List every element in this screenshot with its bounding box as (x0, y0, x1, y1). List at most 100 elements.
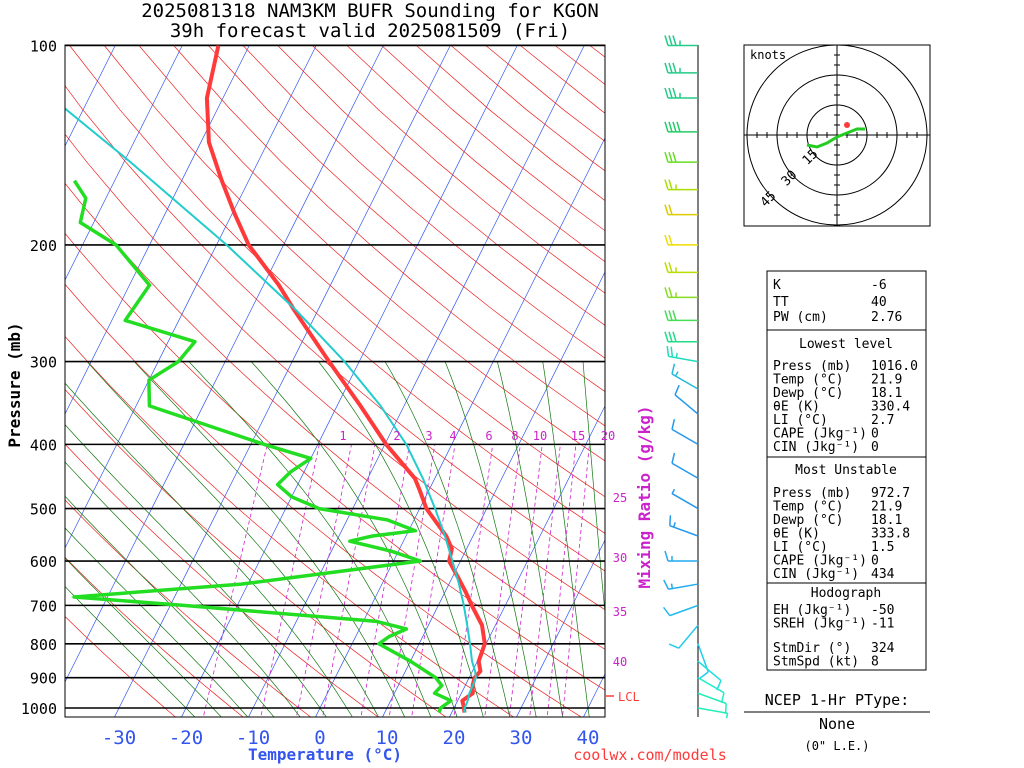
wind-barb-staff (697, 643, 709, 673)
y-axis-label: Pressure (mb) (5, 322, 24, 447)
wind-barb-flag (668, 643, 680, 649)
wind-barb-flag (669, 515, 672, 526)
dry-adiabat (416, 45, 605, 202)
mixing-ratio-line (453, 444, 494, 717)
pressure-tick-labels: 100 200 300 400 500 600 700 800 900 1000 (21, 38, 57, 719)
dry-adiabat (65, 615, 177, 717)
index-label: K (773, 278, 781, 293)
wind-barb-staff (671, 373, 699, 390)
dry-adiabat (65, 232, 605, 691)
isotherm (449, 405, 605, 717)
parcel-profile (65, 107, 477, 713)
wind-barb-flag (668, 62, 673, 74)
mixing-ratio-tick-label: 35 (613, 605, 627, 619)
wind-barb-flag (664, 550, 669, 562)
profiles (65, 45, 487, 714)
index-value: 0 (871, 427, 879, 442)
wind-barb (664, 179, 698, 191)
dewpoint-profile (72, 179, 453, 714)
wind-barb (663, 579, 699, 591)
ptype-title: NCEP 1-Hr PType: (765, 691, 910, 709)
wind-barb-flag (664, 234, 669, 246)
wind-barb-staff (678, 624, 699, 649)
index-value: 18.1 (871, 386, 902, 401)
wind-barb (666, 345, 699, 363)
wind-barb (664, 87, 698, 99)
hodograph-trace (806, 127, 865, 149)
mixing-ratio-line (260, 444, 320, 717)
mixing-ratio-tick-label: 1 (339, 429, 346, 443)
wind-barb-flag (664, 62, 669, 74)
mixing-ratio-tick-label: 3 (425, 429, 432, 443)
moist-adiabat (65, 424, 327, 717)
wind-barb-flag (664, 262, 669, 273)
temperature-tick-label: 20 (443, 727, 466, 749)
wind-barb (664, 35, 698, 47)
dry-adiabat (65, 133, 605, 611)
index-label: StmDir (°) (773, 641, 851, 656)
index-label: Press (mb) (773, 486, 851, 501)
wind-barb (664, 151, 698, 163)
temperature-tick-label: -30 (102, 727, 136, 749)
pressure-tick-label: 900 (30, 670, 57, 688)
temperature-profile (204, 45, 487, 713)
wind-barb-flag (664, 35, 669, 46)
wind-barb-staff (668, 355, 699, 363)
wind-barb-flag (664, 121, 669, 133)
footer-credit: coolwx.com/models (573, 746, 727, 764)
dry-adiabat (138, 45, 605, 462)
wind-barb (671, 419, 699, 446)
dry-adiabat (65, 556, 244, 717)
temperature-tick-labels: -30 -20 -10 0 10 20 30 40 (102, 727, 600, 749)
wind-barb-staff (669, 525, 699, 537)
wind-barb-flag (668, 234, 673, 246)
wind-barb-flag (664, 204, 669, 215)
moist-adiabat (65, 495, 275, 717)
dry-adiabat (65, 388, 447, 717)
dry-adiabat (65, 335, 515, 717)
wind-barb-staff (671, 492, 699, 510)
mixing-ratio-line (322, 444, 376, 717)
moist-adiabat (65, 461, 301, 717)
index-section-header: Lowest level (799, 337, 893, 352)
dry-adiabat (65, 85, 605, 572)
wind-barb-flag (676, 121, 681, 133)
index-value: 2.76 (871, 310, 902, 325)
index-section-header: Most Unstable (795, 463, 897, 478)
moist-adiabat (65, 586, 196, 717)
wind-barb-half-flag (674, 371, 679, 377)
wind-barb (674, 384, 699, 415)
wind-barb (662, 604, 699, 617)
wind-barb-staff (674, 394, 699, 415)
wind-barb-flag (672, 151, 677, 163)
moist-adiabat (86, 361, 379, 717)
storm-motion-marker (844, 122, 850, 128)
isotherm (65, 45, 384, 683)
wind-barb-flag (664, 331, 669, 342)
index-label: PW (cm) (773, 310, 828, 325)
mixing-ratio-line (411, 444, 456, 717)
mixing-ratio-tick-label: 4 (449, 429, 456, 443)
mixing-ratio-tick-label: 6 (485, 429, 492, 443)
wind-barb-flag (668, 310, 673, 321)
wind-barb-flag (672, 331, 677, 342)
index-label: LI (°C) (773, 540, 828, 555)
wind-barb-flag (668, 151, 673, 163)
index-value: 333.8 (871, 527, 910, 542)
pressure-tick-label: 400 (30, 436, 57, 454)
dry-adiabat (65, 499, 312, 717)
wind-barb (664, 121, 698, 133)
dry-adiabat (65, 283, 582, 717)
wind-barb-flag (671, 363, 676, 375)
moist-adiabat (318, 361, 484, 717)
wind-barb-flag (671, 452, 676, 464)
isotherm (65, 45, 250, 415)
wind-barb-staff (697, 660, 722, 682)
mixing-ratio-line (546, 444, 577, 717)
mixing-ratio-tick-label: 8 (511, 429, 518, 443)
index-label: CAPE (Jkg⁻¹) (773, 427, 867, 442)
wind-barb-flag (666, 345, 670, 357)
wind-barb-flag (699, 671, 709, 679)
ptype-note: (0" L.E.) (804, 739, 869, 753)
dry-adiabat (277, 45, 605, 326)
